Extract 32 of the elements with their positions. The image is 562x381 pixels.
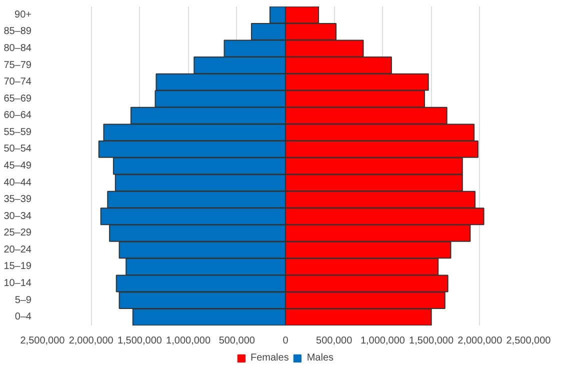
y-tick-label: 25–29 [4, 228, 32, 239]
y-tick-label: 85–89 [4, 26, 32, 38]
x-tick-label: 1,500,000 [409, 336, 454, 346]
x-tick-label: 2,500,000 [20, 336, 66, 346]
y-tick-label: 0–4 [14, 312, 32, 323]
y-tick-label: 50–54 [4, 144, 32, 155]
y-tick-label: 45–49 [4, 160, 32, 172]
x-tick-label: 1,500,000 [117, 336, 162, 346]
x-tick-label: 2,000,000 [458, 336, 503, 346]
x-tick-label: 500,000 [218, 336, 256, 346]
y-tick-label: 35–39 [4, 194, 32, 206]
x-tick-label: 1,000,000 [166, 336, 211, 346]
y-tick-label: 90+ [14, 9, 32, 20]
x-tick-label: 500,000 [316, 336, 353, 346]
y-tick-label: 60–64 [4, 110, 32, 122]
y-tick-label: 70–74 [4, 76, 32, 88]
y-tick-label: 65–69 [4, 93, 32, 104]
y-tick-label: 55–59 [4, 126, 32, 138]
x-tick-label: 1,000,000 [360, 336, 406, 346]
y-tick-label: 40–44 [4, 177, 32, 188]
y-tick-label: 15–19 [4, 261, 32, 272]
y-tick-label: 5–9 [14, 294, 32, 306]
x-tick-label: 2,000,000 [68, 336, 114, 346]
x-tick-label: 0 [282, 336, 289, 346]
y-tick-label: 20–24 [4, 244, 32, 256]
y-tick-label: 30–34 [4, 210, 32, 222]
x-tick-label: 2,500,000 [506, 336, 552, 346]
legend-label: Females [250, 352, 289, 364]
y-tick-label: 75–79 [4, 60, 32, 71]
y-tick-label: 10–14 [4, 278, 32, 290]
y-tick-label: 80–84 [4, 42, 32, 54]
legend-label: Males [306, 352, 334, 364]
